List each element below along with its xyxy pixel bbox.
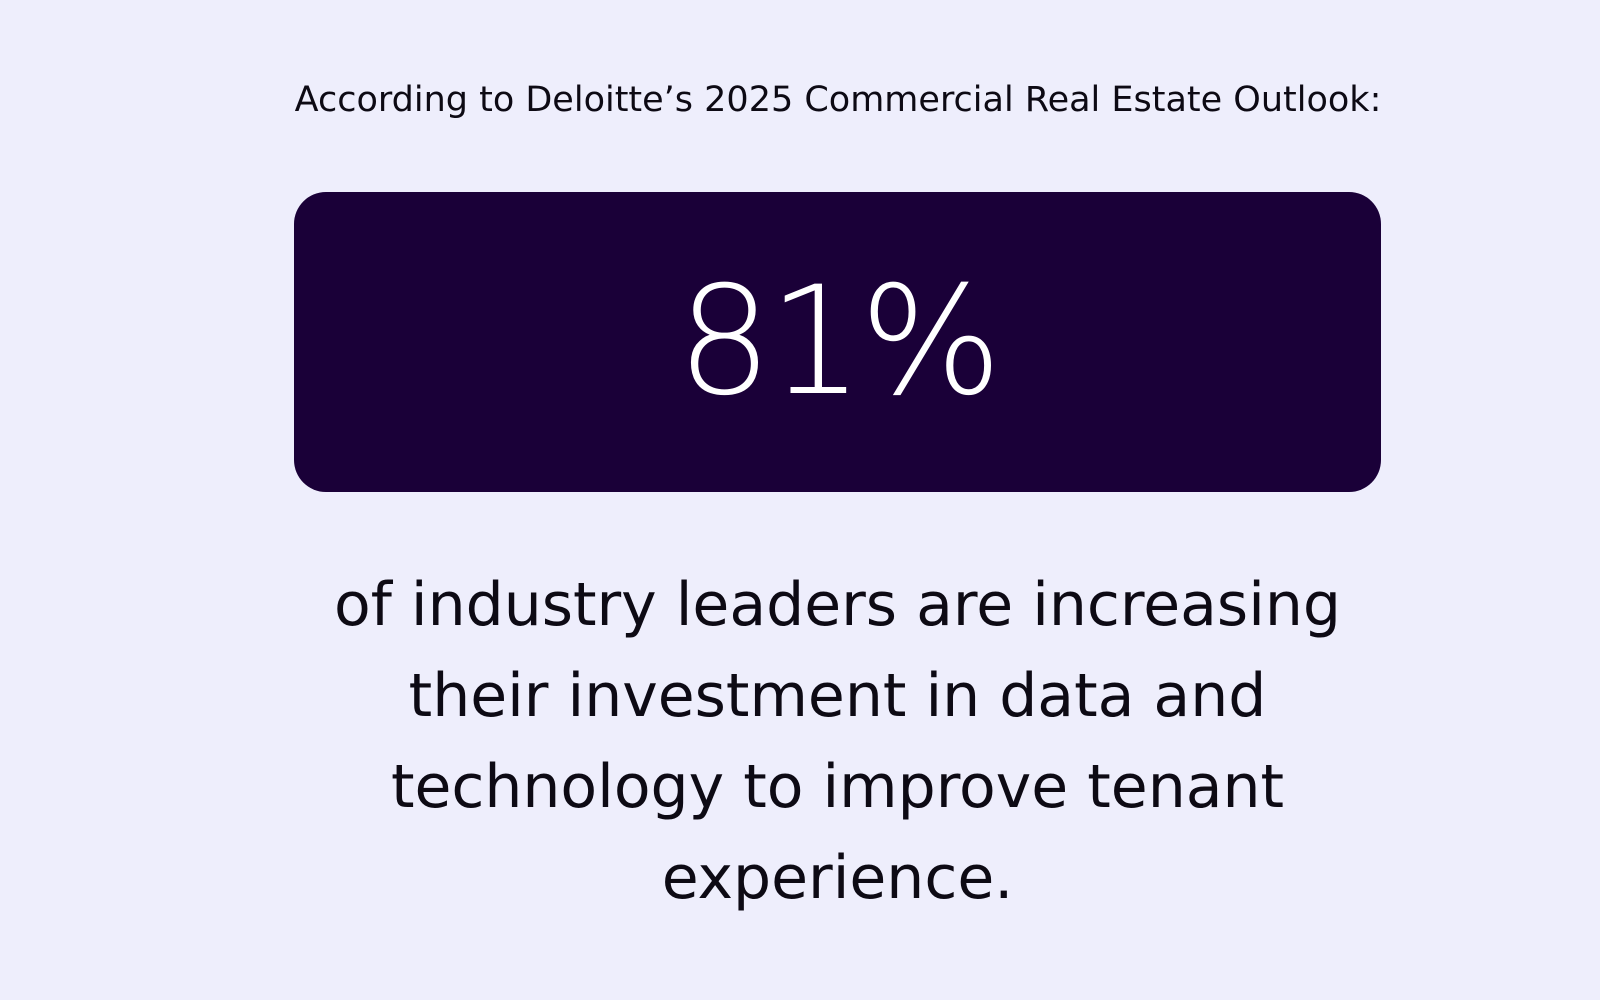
stat-box: 81% [294, 192, 1381, 492]
stat-value: 81% [676, 255, 1002, 429]
description-line: experience. [661, 843, 1014, 913]
description-line: technology to improve tenant [390, 752, 1285, 822]
description-line: their investment in data and [408, 661, 1267, 731]
description-line: of industry leaders are increasing [334, 570, 1341, 640]
description: of industry leaders are increasing their … [294, 560, 1381, 924]
header-text: According to Deloitte’s 2025 Commercial … [294, 80, 1382, 120]
